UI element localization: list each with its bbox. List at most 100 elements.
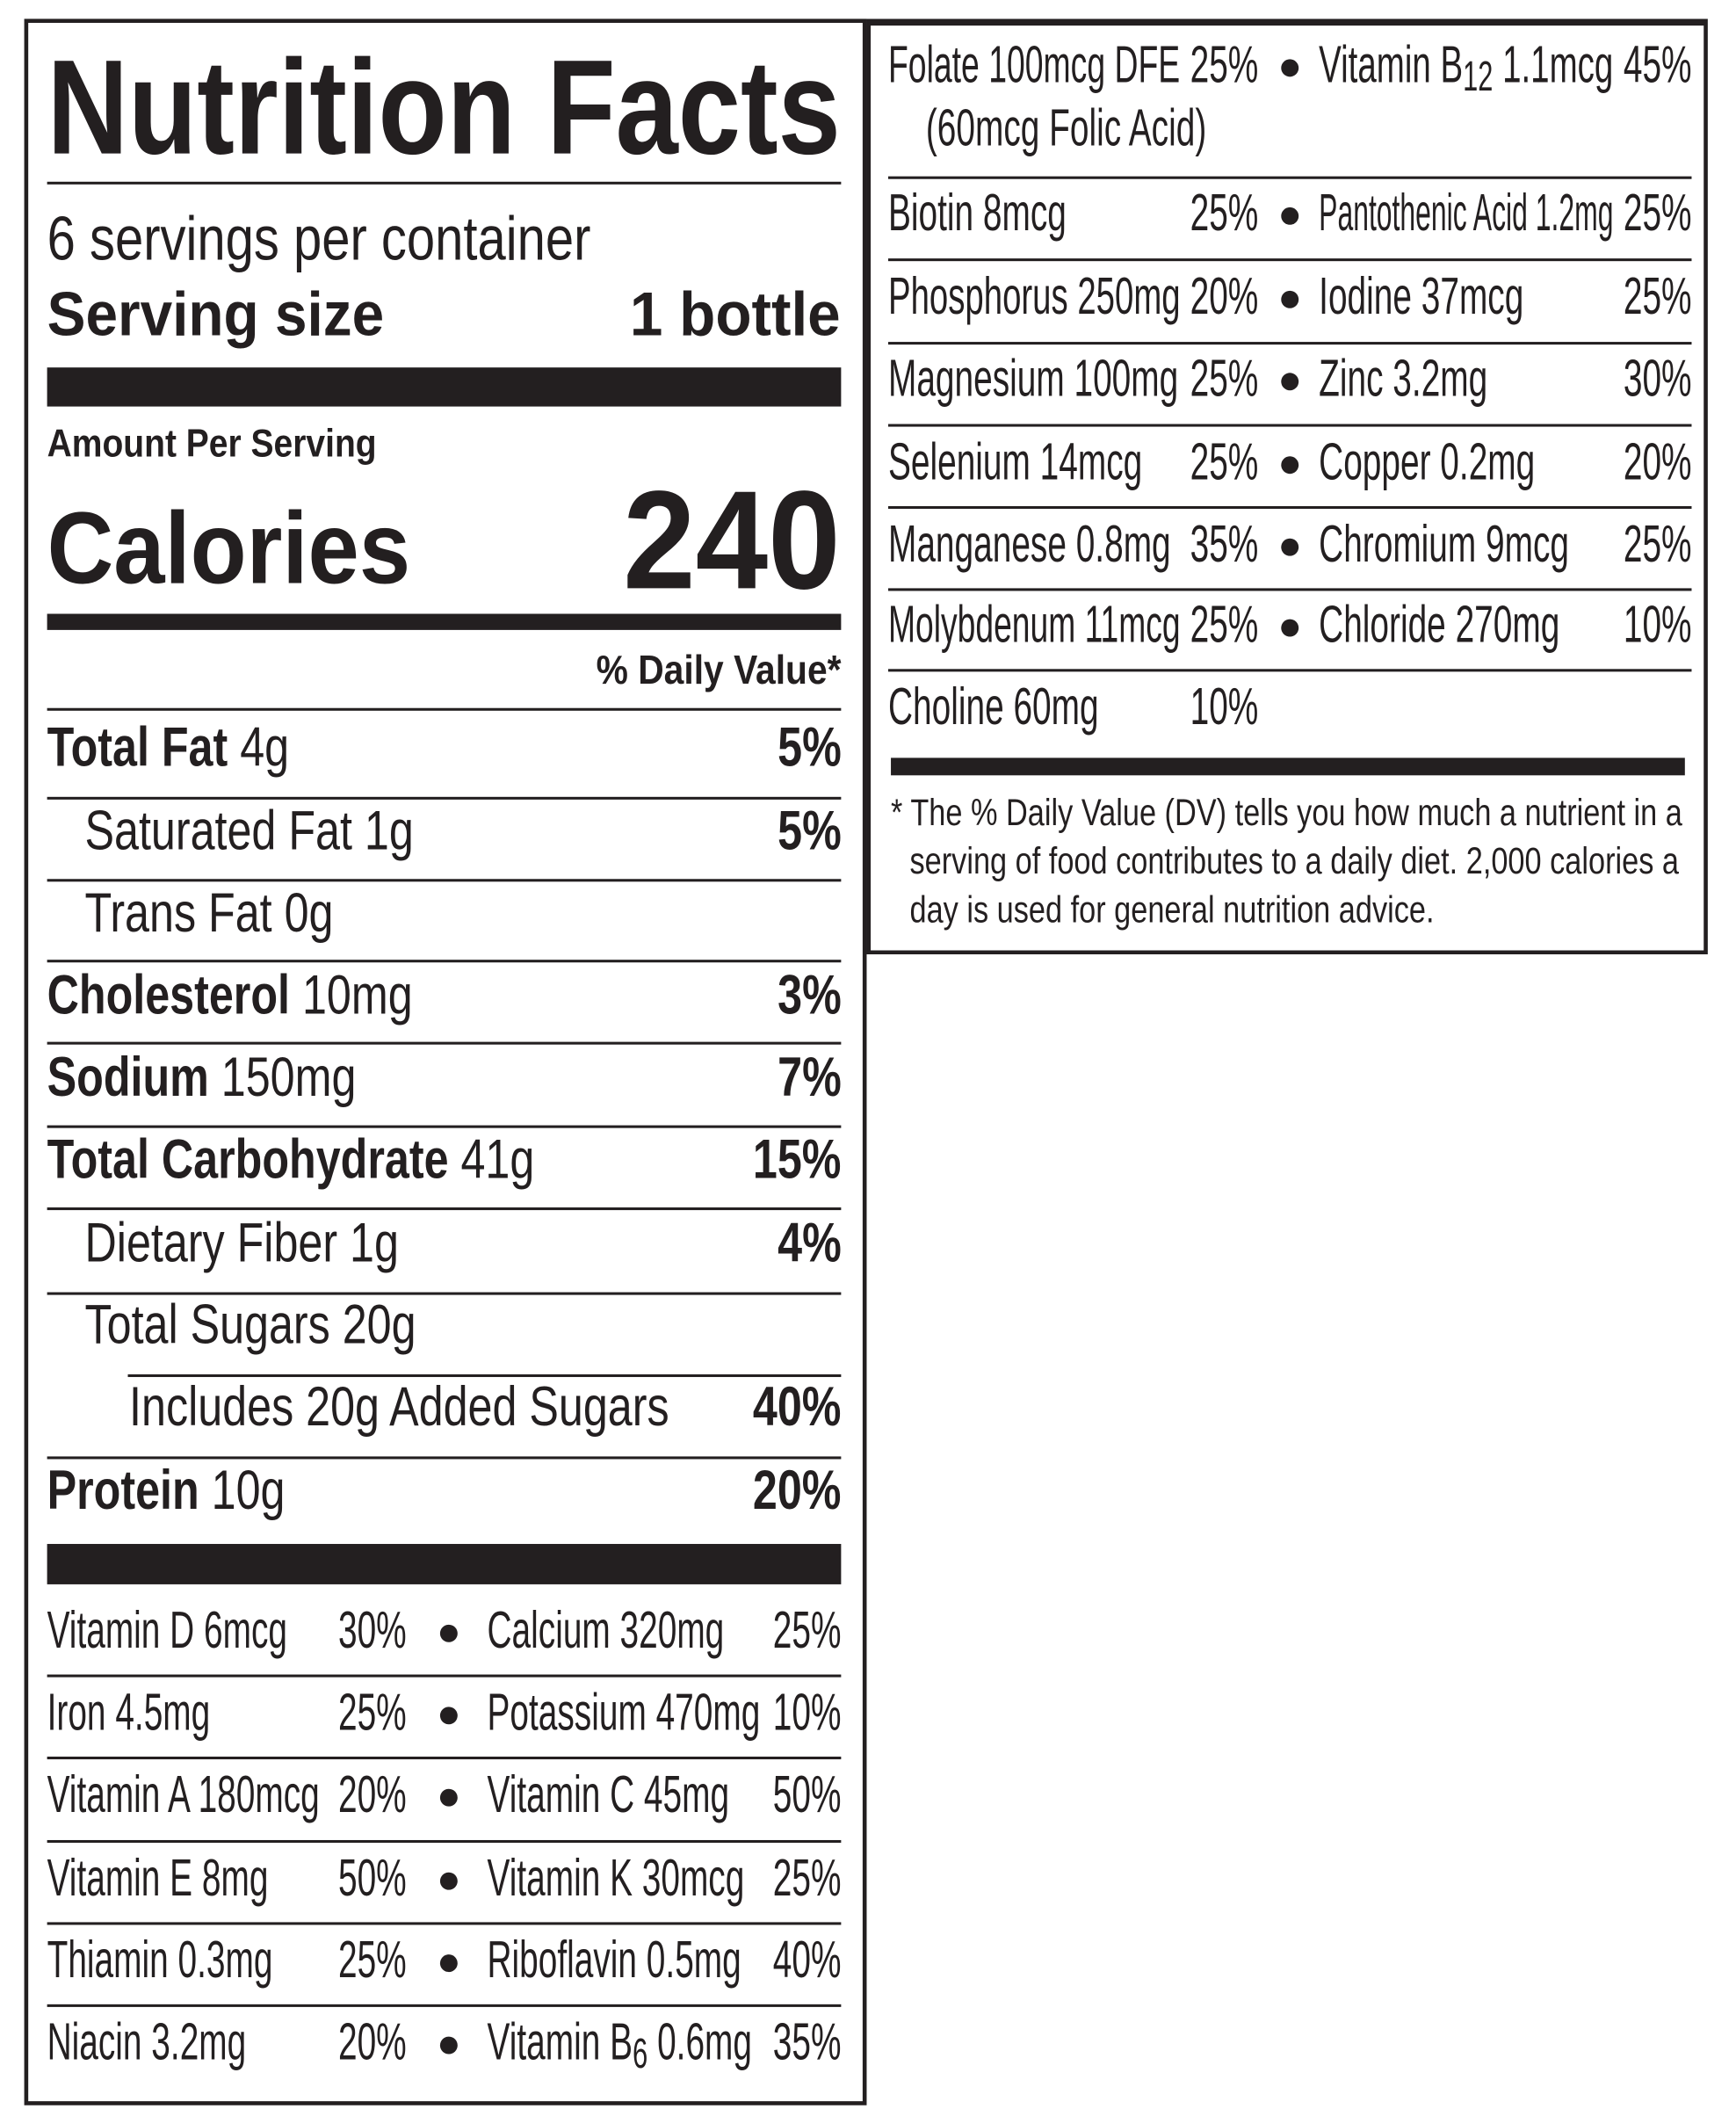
nutrient-daily-value: 15% (752, 1128, 842, 1191)
bullet-icon (1280, 207, 1298, 225)
vitamin-daily-value: 30% (337, 1601, 407, 1660)
nutrient-name: Saturated Fat 1g (84, 800, 414, 863)
nutrient-daily-value: 4% (777, 1212, 842, 1274)
vitamin-daily-value: 25% (772, 1848, 842, 1907)
nutrient-name: Total Fat (47, 716, 228, 779)
divider (47, 1456, 842, 1460)
divider (887, 505, 1692, 510)
footnote-line: * The % Daily Value (DV) tells you how m… (891, 791, 1682, 833)
vitamin-daily-value: 25% (1190, 349, 1259, 408)
vitamin-daily-value: 20% (1623, 432, 1692, 491)
nutrient-daily-value: 5% (777, 800, 842, 863)
thick-bar (891, 757, 1685, 776)
vitamin-name-sub: 6 (632, 2029, 648, 2077)
nutrient-amount: 4g (228, 716, 290, 779)
vitamin-name-pre: Vitamin B (487, 2012, 633, 2071)
nutrient-row: Total Carbohydrate 41g (47, 1132, 535, 1188)
vitamin-name: Iron 4.5mg (47, 1683, 211, 1742)
supplement-panel (866, 18, 1708, 955)
divider (47, 1756, 842, 1760)
vitamin-daily-value: 35% (1190, 514, 1259, 573)
vitamin-daily-value: 25% (1190, 35, 1259, 94)
vitamin-name: Vitamin A 180mcg (47, 1765, 320, 1823)
vitamin-name: Folate 100mcg DFE (887, 35, 1181, 94)
nutrient-name: Sodium (47, 1046, 209, 1109)
servings-per-container: 6 servings per container (47, 203, 591, 273)
vitamin-name: Copper 0.2mg (1319, 432, 1536, 491)
nutrient-name: Total Carbohydrate (47, 1128, 449, 1191)
vitamin-name: Manganese 0.8mg (887, 514, 1171, 573)
vitamin-daily-value: 25% (337, 1683, 407, 1742)
medium-bar (47, 613, 842, 630)
vitamin-daily-value: 20% (337, 2012, 407, 2071)
calories-value: 240 (623, 462, 842, 620)
vitamin-name: Phosphorus 250mg (887, 267, 1181, 326)
divider (47, 879, 842, 882)
nutrient-row: Includes 20g Added Sugars (129, 1380, 669, 1436)
nutrient-daily-value: 40% (752, 1376, 842, 1439)
nutrient-daily-value: 20% (752, 1460, 842, 1522)
vitamin-name: Magnesium 100mg (887, 349, 1179, 408)
divider (47, 796, 842, 800)
divider (47, 1839, 842, 1844)
vitamin-daily-value: 25% (1623, 184, 1692, 243)
nutrient-row: Dietary Fiber 1g (85, 1215, 399, 1272)
divider (887, 424, 1692, 427)
footnote-line: day is used for general nutrition advice… (909, 888, 1435, 930)
vitamin-name: Chloride 270mg (1319, 595, 1560, 654)
vitamin-daily-value: 25% (772, 1601, 842, 1660)
divider (887, 588, 1692, 591)
divider (47, 1292, 842, 1295)
vitamin-daily-value: 10% (1623, 595, 1692, 654)
divider (47, 960, 842, 963)
label-title: Nutrition Facts (47, 32, 841, 184)
serving-size-label: Serving size (47, 279, 385, 349)
vitamin-daily-value: 25% (337, 1931, 407, 1989)
nutrient-name: Trans Fat 0g (84, 881, 334, 945)
nutrient-row: Trans Fat 0g (85, 886, 334, 942)
divider (887, 669, 1692, 672)
bullet-icon (439, 1871, 458, 1889)
nutrient-row: Saturated Fat 1g (84, 800, 414, 863)
vitamin-daily-value: 30% (1623, 349, 1692, 408)
vitamin-daily-value: 35% (772, 2012, 842, 2071)
nutrient-amount: 150mg (208, 1046, 357, 1109)
nutrient-name: Total Sugars 20g (84, 1294, 416, 1357)
nutrient-row: Total Sugars 20g (85, 1298, 416, 1353)
daily-value-header: % Daily Value* (596, 649, 842, 693)
vitamin-note: (60mcg Folic Acid) (925, 98, 1207, 157)
vitamin-name: Vitamin B6 0.6mg (487, 2012, 752, 2074)
vitamin-name: Niacin 3.2mg (47, 2012, 247, 2071)
vitamin-name: Molybdenum 11mcg (887, 595, 1181, 654)
bullet-icon (1280, 618, 1298, 636)
vitamin-daily-value: 10% (772, 1683, 842, 1742)
bullet-icon (439, 1953, 458, 1972)
footnote-line: serving of food contributes to a daily d… (909, 839, 1679, 881)
nutrient-row: Cholesterol 10mg (47, 968, 413, 1024)
vitamin-daily-value: 40% (772, 1931, 842, 1989)
divider (47, 707, 842, 711)
vitamin-name: Zinc 3.2mg (1319, 349, 1488, 408)
vitamin-daily-value: 25% (1190, 184, 1259, 243)
divider (47, 181, 842, 185)
vitamin-name: Chromium 9mcg (1319, 514, 1570, 573)
divider (47, 1041, 842, 1045)
vitamin-daily-value: 25% (1190, 432, 1259, 491)
bullet-icon (1280, 372, 1298, 390)
bullet-icon (1280, 537, 1298, 555)
divider (887, 258, 1692, 262)
nutrient-daily-value: 5% (777, 716, 842, 779)
main-panel (24, 18, 867, 2105)
bullet-icon (439, 1706, 458, 1724)
nutrient-name: Protein (47, 1460, 199, 1522)
vitamin-name: Iodine 37mcg (1319, 267, 1524, 326)
bullet-icon (439, 1787, 458, 1806)
vitamin-name-sub: 12 (1463, 52, 1494, 100)
vitamin-name: Calcium 320mg (487, 1601, 725, 1660)
vitamin-daily-value: 20% (337, 1765, 407, 1823)
nutrient-name: Dietary Fiber 1g (84, 1212, 399, 1274)
divider (47, 2004, 842, 2007)
bullet-icon (1280, 455, 1298, 474)
divider (127, 1373, 842, 1378)
